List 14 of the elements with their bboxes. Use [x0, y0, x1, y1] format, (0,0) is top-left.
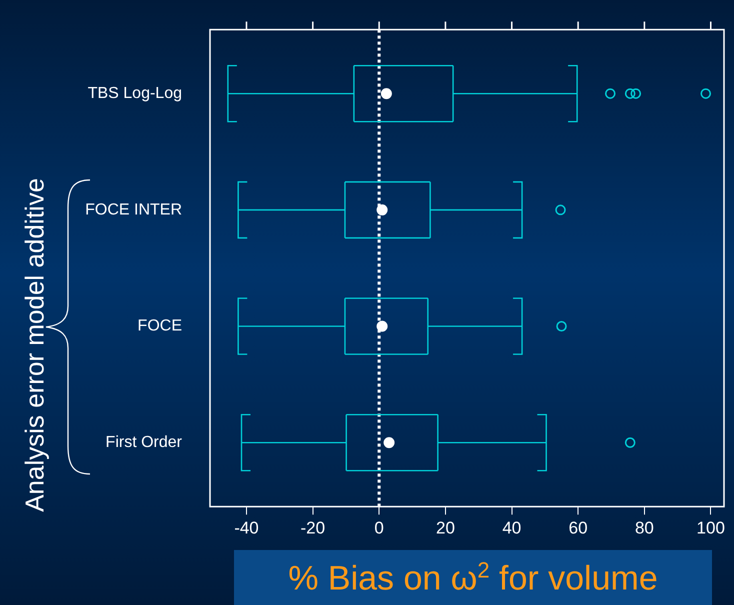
x-tick-label: 80: [634, 518, 654, 538]
x-tick-label: 60: [568, 518, 588, 538]
x-tick-label: 40: [502, 518, 522, 538]
x-axis-title: % Bias on ω$^{2}$ for volume: [288, 557, 658, 598]
y-tick-label: FOCE INTER: [85, 201, 182, 218]
x-tick-label: -20: [300, 518, 326, 538]
x-tick-label: -40: [234, 518, 259, 538]
y-tick-label: TBS Log-Log: [88, 84, 182, 102]
x-tick-label: 0: [374, 518, 384, 538]
x-tick-label: 100: [696, 518, 725, 538]
y-tick-label: First Order: [106, 434, 183, 452]
x-tick-label: 20: [436, 518, 455, 538]
y-axis-title: Analysis error model additive: [20, 178, 50, 512]
y-tick-label: FOCE: [138, 318, 182, 335]
